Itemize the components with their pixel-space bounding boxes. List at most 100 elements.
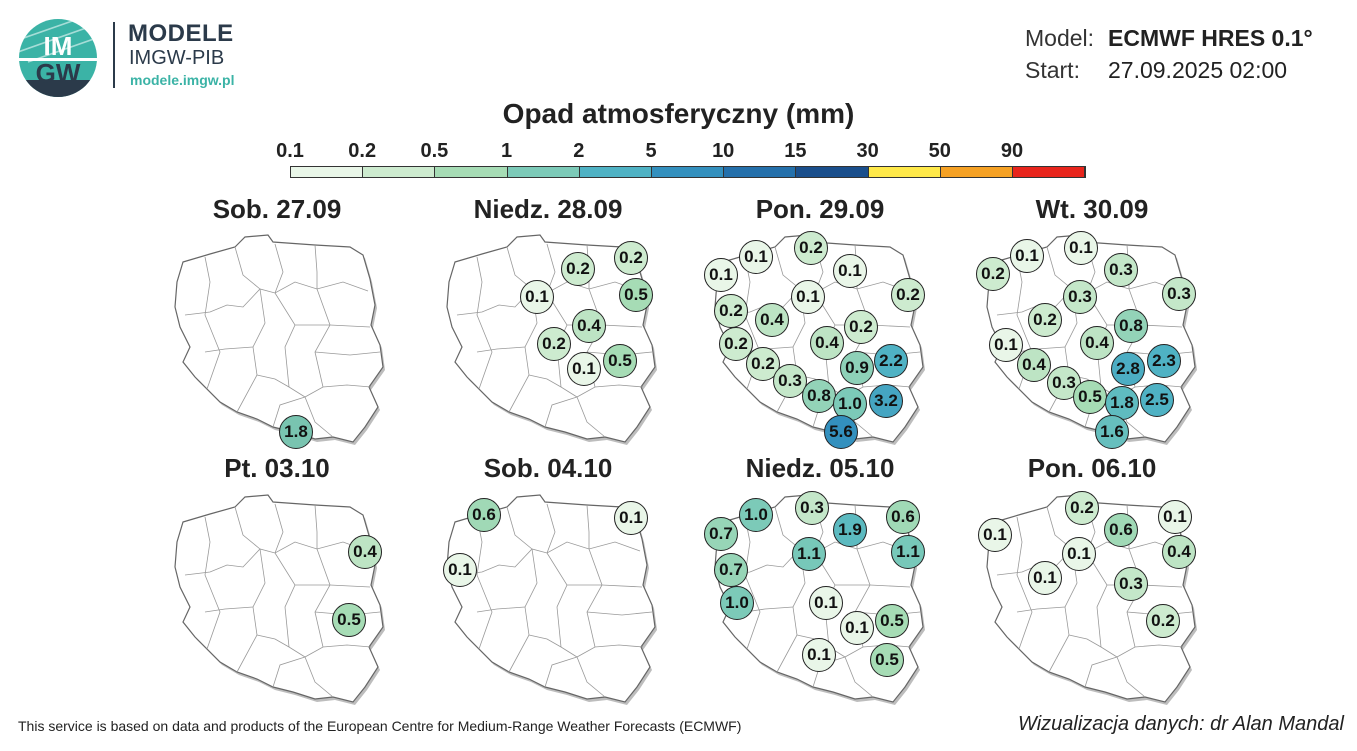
precipitation-value: 0.3 [1104, 253, 1138, 287]
precipitation-value: 0.1 [1028, 561, 1062, 595]
legend-color-swatch [435, 167, 508, 177]
precipitation-value: 0.1 [1062, 537, 1096, 571]
province-border [476, 256, 493, 390]
precipitation-value: 0.1 [802, 638, 836, 672]
day-title: Niedz. 28.09 [473, 194, 623, 224]
precipitation-value: 0.2 [844, 310, 878, 344]
day-title: Wt. 30.09 [1035, 194, 1149, 224]
province-border [586, 548, 603, 648]
province-border [234, 246, 261, 290]
country-outline [174, 234, 384, 443]
precipitation-value: 0.2 [614, 241, 648, 275]
precipitation-value: 0.4 [572, 309, 606, 343]
province-border [476, 516, 493, 650]
precipitation-value: 0.2 [561, 252, 595, 286]
poland-map [446, 494, 657, 705]
day-title: Pon. 29.09 [755, 194, 885, 224]
precipitation-value: 0.2 [1028, 303, 1062, 337]
precipitation-value: 0.2 [891, 278, 925, 312]
precipitation-value: 1.8 [1105, 386, 1139, 420]
country-outline [446, 494, 656, 703]
start-value: 27.09.2025 02:00 [1108, 57, 1288, 83]
province-border [835, 584, 911, 588]
precipitation-value: 0.4 [1162, 535, 1196, 569]
precipitation-value: 0.3 [1063, 280, 1097, 314]
province-border [1016, 516, 1033, 650]
model-value: ECMWF HRES 0.1° [1108, 25, 1313, 51]
province-border [295, 324, 371, 328]
poland-map [986, 494, 1197, 705]
brand-title: MODELE [128, 20, 234, 47]
precipitation-value: 0.1 [1158, 500, 1192, 534]
province-border [1046, 246, 1073, 290]
province-border [204, 346, 254, 353]
precipitation-value: 5.6 [824, 415, 858, 449]
start-label: Start: [1025, 57, 1080, 83]
precipitation-value: 0.8 [802, 379, 836, 413]
precipitation-value: 0.6 [1104, 513, 1138, 547]
province-border [576, 656, 606, 698]
precipitation-value: 0.2 [714, 294, 748, 328]
legend-tick-label: 15 [784, 140, 807, 162]
precipitation-value: 0.2 [1146, 604, 1180, 638]
legend-tick-label: 1 [501, 140, 513, 162]
precipitation-value: 0.5 [619, 278, 653, 312]
precipitation-value: 1.0 [720, 586, 754, 620]
precipitation-value: 0.1 [739, 240, 773, 274]
precipitation-value: 0.8 [1114, 309, 1148, 343]
province-border [184, 281, 369, 316]
province-border [544, 656, 578, 688]
precipitation-value: 0.4 [1017, 348, 1051, 382]
legend-tick-label: 50 [928, 140, 951, 162]
day-title: Pt. 03.10 [224, 453, 330, 483]
precipitation-value: 0.2 [537, 327, 571, 361]
precipitation-value: 1.1 [792, 537, 826, 571]
precipitation-value: 0.4 [755, 303, 789, 337]
legend-tick-label: 5 [645, 140, 657, 162]
precipitation-value: 0.5 [332, 603, 366, 637]
province-border [295, 584, 371, 588]
province-border [586, 504, 590, 549]
brand-subtitle: IMGW-PIB [129, 47, 225, 69]
brand-url[interactable]: modele.imgw.pl [130, 72, 235, 88]
province-border [204, 606, 254, 613]
imgw-logo: IM GW [18, 19, 98, 97]
precipitation-value: 0.7 [704, 517, 738, 551]
province-border [546, 552, 568, 648]
precipitation-value: 2.2 [874, 344, 908, 378]
precipitation-value: 0.6 [467, 498, 501, 532]
legend-color-swatch [507, 167, 580, 177]
precipitation-value: 0.6 [886, 500, 920, 534]
province-border [546, 503, 556, 554]
province-border [314, 244, 318, 289]
precipitation-value: 3.2 [869, 384, 903, 418]
province-border [274, 552, 296, 648]
ecmwf-attribution: This service is based on data and produc… [18, 718, 742, 734]
precipitation-value: 0.1 [840, 611, 874, 645]
precipitation-value: 0.1 [1064, 231, 1098, 265]
province-border [304, 396, 334, 438]
legend-color-swatch [868, 167, 941, 177]
precipitation-value: 0.5 [603, 344, 637, 378]
precipitation-value: 0.9 [840, 351, 874, 385]
precipitation-value: 1.1 [891, 535, 925, 569]
province-border [204, 256, 221, 390]
precipitation-value: 1.0 [739, 498, 773, 532]
precipitation-value: 0.5 [870, 643, 904, 677]
model-label: Model: [1025, 25, 1095, 51]
precipitation-value: 0.1 [520, 280, 554, 314]
precipitation-value: 1.6 [1095, 415, 1129, 449]
precipitation-value: 0.3 [773, 364, 807, 398]
precipitation-value: 0.1 [833, 254, 867, 288]
precipitation-value: 0.1 [809, 586, 843, 620]
precipitation-value: 0.1 [1010, 239, 1044, 273]
day-title: Pon. 06.10 [1027, 453, 1157, 483]
precipitation-value: 0.3 [1114, 567, 1148, 601]
precipitation-value: 2.3 [1147, 344, 1181, 378]
province-border [272, 396, 306, 428]
province-border [184, 541, 369, 576]
precipitation-value: 1.9 [833, 513, 867, 547]
precipitation-value: 0.1 [978, 518, 1012, 552]
precipitation-value: 0.7 [714, 553, 748, 587]
day-title: Niedz. 05.10 [745, 453, 895, 483]
